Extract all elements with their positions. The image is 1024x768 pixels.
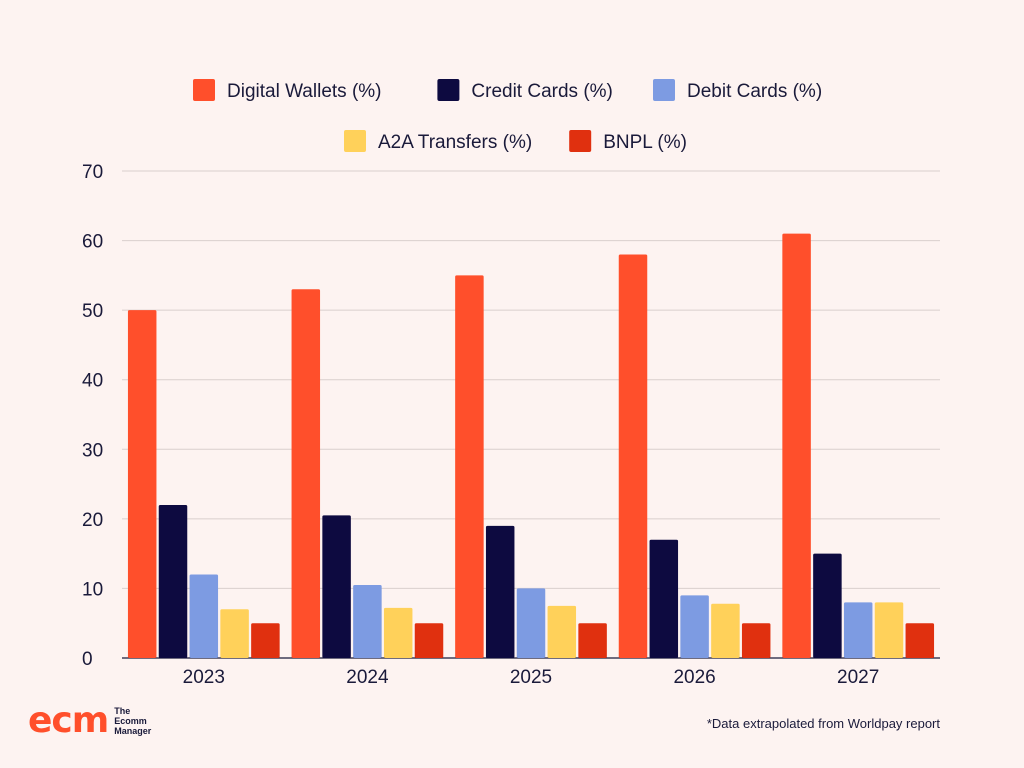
y-tick-label: 60 bbox=[82, 232, 103, 253]
logo-line-1: The bbox=[114, 706, 131, 716]
ecm-logo: ecm The Ecomm Manager bbox=[28, 703, 151, 739]
legend-swatch-3 bbox=[344, 130, 366, 152]
bar-2025-1 bbox=[485, 525, 515, 658]
y-tick-label: 50 bbox=[82, 301, 103, 322]
x-tick-label: 2026 bbox=[673, 667, 715, 688]
bar-2025-2 bbox=[516, 588, 546, 658]
bar-2023-1 bbox=[158, 504, 188, 658]
legend-swatch-0 bbox=[193, 79, 215, 101]
bar-2026-4 bbox=[741, 623, 771, 658]
bars-layer bbox=[127, 233, 935, 658]
legend-label-3: A2A Transfers (%) bbox=[378, 132, 532, 153]
bar-2025-0 bbox=[455, 275, 484, 658]
bar-2026-0 bbox=[618, 254, 648, 658]
bar-2027-2 bbox=[843, 602, 873, 658]
logo-mark: ecm bbox=[28, 700, 109, 741]
bar-2024-2 bbox=[353, 584, 382, 658]
y-tick-label: 20 bbox=[82, 510, 103, 531]
bar-2023-4 bbox=[251, 623, 280, 658]
legend-swatch-1 bbox=[437, 79, 460, 101]
bar-2026-1 bbox=[649, 539, 679, 658]
bar-2027-1 bbox=[813, 553, 842, 658]
bar-2027-3 bbox=[874, 602, 904, 658]
footnote: *Data extrapolated from Worldpay report bbox=[706, 716, 940, 731]
legend: Digital Wallets (%) Credit Cards (%) Debit… bbox=[193, 79, 822, 153]
y-tick-label: 0 bbox=[82, 649, 93, 670]
bar-2025-3 bbox=[547, 605, 577, 658]
legend-label-2: Debit Cards (%) bbox=[687, 81, 822, 102]
y-tick-label: 10 bbox=[82, 579, 103, 600]
bar-2024-3 bbox=[383, 607, 413, 658]
legend-label-4: BNPL (%) bbox=[603, 132, 687, 153]
bar-2024-1 bbox=[322, 515, 351, 658]
logo-line-3: Manager bbox=[114, 726, 152, 736]
bar-2024-0 bbox=[291, 289, 321, 658]
x-tick-label: 2025 bbox=[510, 667, 552, 688]
x-tick-label: 2023 bbox=[183, 667, 225, 688]
bar-2024-4 bbox=[414, 623, 444, 658]
x-axis: 2023 2024 2025 2026 2027 bbox=[183, 667, 880, 688]
x-tick-label: 2024 bbox=[346, 667, 389, 688]
bar-2025-4 bbox=[578, 623, 607, 658]
legend-swatch-2 bbox=[653, 79, 675, 101]
bar-2027-4 bbox=[905, 623, 935, 658]
logo-line-2: Ecomm bbox=[114, 716, 147, 726]
bar-2026-3 bbox=[711, 603, 740, 658]
y-tick-label: 40 bbox=[82, 371, 103, 392]
bar-2026-2 bbox=[680, 595, 709, 658]
x-tick-label: 2027 bbox=[837, 667, 879, 688]
logo-subtitle: The Ecomm Manager bbox=[114, 706, 151, 736]
bar-2023-2 bbox=[189, 574, 219, 658]
y-axis: 0 10 20 30 40 50 60 70 bbox=[82, 162, 103, 670]
bar-2027-0 bbox=[782, 233, 811, 658]
legend-swatch-4 bbox=[569, 130, 592, 152]
bar-2023-0 bbox=[127, 310, 157, 658]
bar-2023-3 bbox=[220, 609, 249, 658]
y-tick-label: 30 bbox=[82, 440, 103, 461]
legend-label-1: Credit Cards (%) bbox=[471, 81, 612, 102]
legend-label-0: Digital Wallets (%) bbox=[227, 81, 382, 102]
y-tick-label: 70 bbox=[82, 162, 103, 183]
